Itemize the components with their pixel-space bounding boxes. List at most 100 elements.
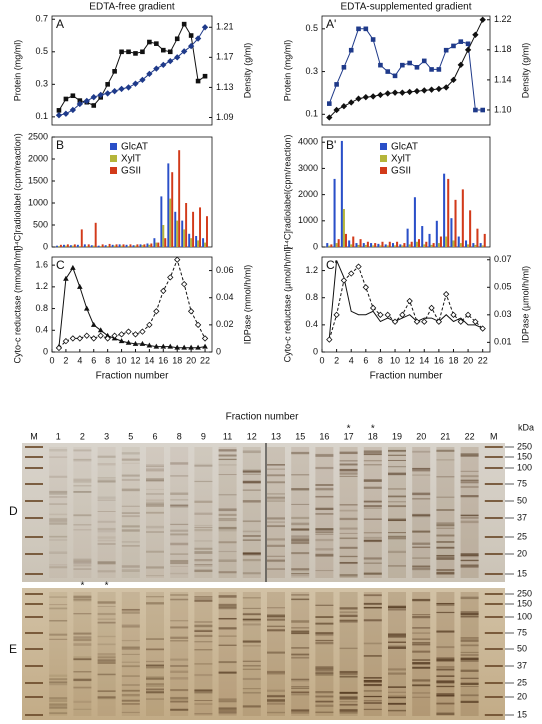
lane-band [436, 611, 455, 614]
lane-band [363, 700, 382, 702]
lane-band [291, 627, 310, 629]
marker [391, 318, 399, 325]
lane-band [73, 678, 92, 681]
lane-band [146, 550, 164, 553]
lane-band [242, 614, 261, 616]
lane-band [339, 703, 358, 706]
legend-swatch [380, 167, 387, 174]
lane-band [242, 520, 261, 523]
lane-band [194, 703, 213, 705]
asterisk: * [347, 424, 351, 435]
kda-label: 250 [517, 441, 532, 451]
kda-label: 25 [517, 677, 527, 687]
lane-band [146, 665, 164, 668]
bar [188, 233, 191, 247]
lane-band [170, 504, 189, 507]
lane-band [412, 568, 431, 570]
bar [181, 220, 184, 247]
plot-frame [321, 256, 491, 353]
lane-band [436, 450, 455, 452]
marker [153, 343, 160, 349]
series-line [58, 266, 206, 349]
y2-tick-label: 0.02 [216, 319, 234, 329]
lane-band [97, 543, 116, 545]
bar [113, 245, 116, 247]
lane-band [194, 465, 213, 467]
y2-axis-label: IDPase (µmol/h/ml) [520, 266, 530, 343]
marker [472, 318, 479, 325]
x-tick-label: 4 [77, 355, 82, 365]
lane-band [315, 548, 334, 551]
bar [396, 241, 399, 247]
lane-band [412, 650, 431, 653]
x-tick-label: 0 [49, 355, 54, 365]
lane-band [436, 476, 455, 478]
lane-label: 21 [440, 431, 450, 441]
lane-smear [339, 592, 358, 716]
lane-band [339, 463, 358, 466]
legend-swatch [110, 143, 117, 150]
marker [451, 43, 456, 49]
bar [394, 245, 397, 247]
lane-band [339, 619, 358, 622]
y2-tick-label: 1.10 [494, 104, 512, 114]
bar [366, 241, 369, 247]
lane-band [315, 639, 334, 642]
marker [201, 335, 209, 342]
lane-label: M [490, 431, 498, 441]
lane-band [73, 558, 92, 561]
marker [161, 47, 166, 53]
ladder-band [25, 682, 43, 684]
bar [157, 242, 160, 247]
marker [355, 95, 362, 102]
lane-band [97, 657, 116, 659]
bar [391, 243, 395, 247]
bar [90, 245, 93, 247]
bar [69, 245, 72, 247]
marker [104, 90, 111, 97]
bar [481, 245, 484, 247]
lane-band [315, 669, 334, 672]
lane-band [412, 542, 431, 545]
lane-band [267, 696, 285, 698]
lane-band [363, 453, 382, 456]
lane-band [146, 468, 164, 471]
lane-band [146, 511, 164, 514]
ladder-band [484, 665, 503, 667]
lane-band [388, 695, 406, 698]
lane-band [170, 670, 189, 673]
lane-band [291, 656, 310, 659]
lane-band [218, 559, 237, 562]
lane-band [73, 491, 92, 493]
lane-band [267, 496, 285, 498]
lane-band [49, 697, 68, 700]
gel-d [22, 443, 505, 582]
lane-band [97, 563, 116, 565]
lane-band [49, 551, 68, 553]
lane-band [291, 598, 310, 601]
marker [63, 96, 69, 102]
marker [118, 338, 125, 344]
series-line [328, 265, 484, 340]
kda-label: 50 [517, 495, 527, 505]
bar [155, 242, 158, 247]
lane-band [291, 516, 310, 520]
bar [425, 241, 428, 247]
marker [450, 311, 457, 318]
y-axis-label: Cyto-c reductase (µmol/h/ml) [282, 247, 292, 363]
lane-smear [49, 592, 68, 716]
lane-band [49, 456, 68, 458]
lane-band [218, 454, 237, 457]
y-tick-label: 1.2 [35, 281, 48, 291]
bar [164, 238, 167, 247]
legend-label: GSII [391, 166, 411, 177]
lane-smear [218, 592, 237, 716]
lane-band [73, 480, 92, 483]
lane-label: 9 [201, 431, 206, 441]
lane-band [460, 455, 479, 457]
lane-label: 2 [80, 431, 85, 441]
lane-band [267, 628, 285, 630]
lane-band [291, 522, 310, 526]
lane-band [363, 557, 382, 559]
lane-band [315, 604, 334, 606]
